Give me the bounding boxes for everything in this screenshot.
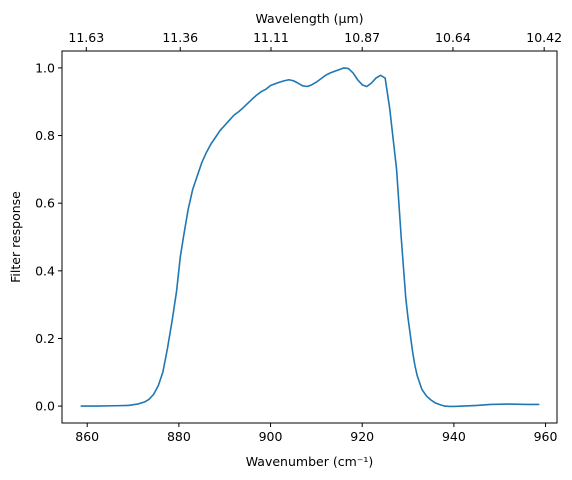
left-y-ticks: 0.0 0.2 0.4 0.6 0.8 1.0 xyxy=(35,60,62,414)
top-x-axis-label: Wavelength (μm) xyxy=(255,11,363,26)
top-tick-label: 11.11 xyxy=(253,30,289,45)
top-tick-label: 10.64 xyxy=(435,30,471,45)
top-tick-label: 10.87 xyxy=(344,30,380,45)
y-tick-label: 1.0 xyxy=(35,60,55,75)
y-axis-label: Filter response xyxy=(8,191,23,283)
x-tick-label: 860 xyxy=(75,429,99,444)
x-tick-label: 900 xyxy=(259,429,283,444)
y-tick-label: 0.2 xyxy=(35,331,55,346)
x-tick-label: 940 xyxy=(442,429,466,444)
plot-frame xyxy=(61,50,558,424)
series-line-0 xyxy=(80,67,540,408)
series-layer xyxy=(80,67,540,408)
top-tick-label: 10.42 xyxy=(526,30,562,45)
top-tick-label: 11.36 xyxy=(162,30,198,45)
top-x-ticks: 11.63 11.36 11.11 10.87 10.64 10.42 xyxy=(68,30,562,51)
y-tick-label: 0.6 xyxy=(35,196,55,211)
x-tick-label: 880 xyxy=(167,429,191,444)
x-tick-label: 920 xyxy=(350,429,374,444)
y-tick-label: 0.8 xyxy=(35,128,55,143)
x-tick-label: 960 xyxy=(534,429,558,444)
x-axis-label: Wavenumber (cm⁻¹) xyxy=(246,454,373,469)
bottom-x-ticks: 860 880 900 920 940 960 xyxy=(75,423,558,444)
top-tick-label: 11.63 xyxy=(68,30,104,45)
y-tick-label: 0.4 xyxy=(35,263,55,278)
y-tick-label: 0.0 xyxy=(35,399,55,414)
